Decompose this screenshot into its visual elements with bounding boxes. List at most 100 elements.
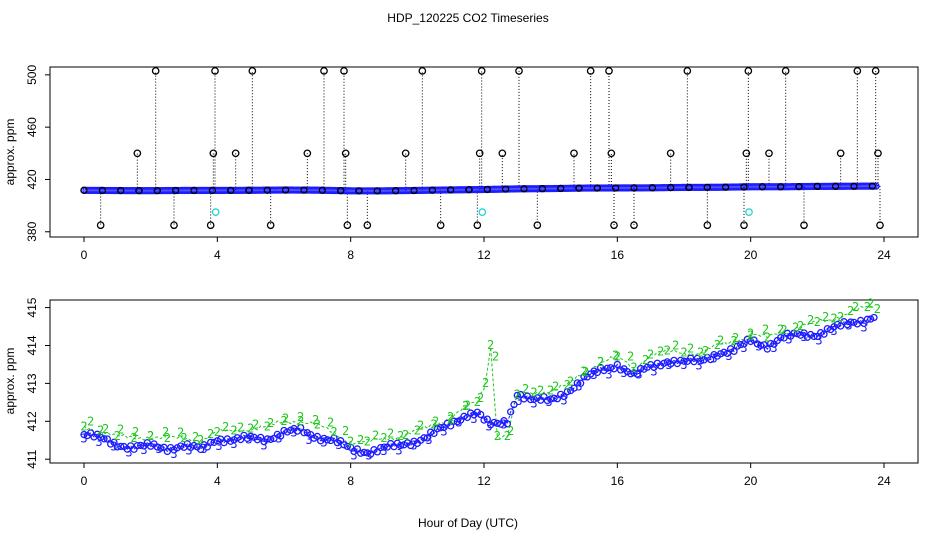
black-point: [447, 186, 455, 194]
green-marker-2: 2: [522, 382, 529, 396]
black-spike-point: [742, 149, 751, 158]
green-data-point: 2: [247, 421, 254, 435]
green-marker-2: 2: [702, 344, 709, 358]
green-data-point: 2: [764, 330, 771, 344]
blue-point: [157, 444, 165, 452]
blue-point: [820, 330, 828, 338]
green-data-point: 2: [314, 418, 321, 432]
blue-point: [577, 379, 585, 387]
blue-point: [730, 347, 738, 356]
panel-bottom-axes: 0 4 8 12 16 20 24 411 412 413 414 415: [25, 297, 891, 488]
x-tick-label: 4: [214, 248, 221, 262]
green-data-point: 2: [564, 378, 571, 392]
green-marker-2: 2: [612, 349, 619, 363]
blue-point: [757, 341, 765, 350]
green-data-point: 2: [297, 414, 304, 428]
x-tick-label: 20: [744, 474, 758, 488]
blue-marker-3: 3: [380, 444, 387, 458]
black-point: [355, 187, 363, 195]
blue-point: [790, 329, 798, 337]
green-marker-2: 2: [582, 365, 589, 379]
blue-point: [113, 443, 121, 451]
green-marker-2: 2: [792, 321, 799, 335]
black-spike-point: [740, 221, 748, 230]
green-marker-2: 2: [657, 344, 664, 358]
blue-point: [633, 370, 641, 378]
blue-point: [817, 329, 825, 337]
blue-point: [617, 366, 625, 374]
blue-marker-3: 3: [395, 443, 402, 457]
blue-marker-3: 3: [800, 330, 807, 344]
blue-point: [513, 391, 521, 400]
blue-marker-3: 3: [80, 432, 87, 446]
black-point: [428, 186, 436, 194]
black-point: [117, 186, 125, 195]
black-point: [337, 186, 345, 195]
blue-point: [823, 324, 831, 333]
green-marker-2: 2: [492, 349, 499, 363]
blue-point: [80, 430, 88, 439]
green-marker-2: 2: [807, 313, 814, 327]
blue-point: [227, 437, 235, 445]
blue-point: [153, 443, 161, 451]
blue-point: [137, 441, 145, 450]
blue-marker-3: 3: [725, 349, 732, 363]
blue-point: [777, 333, 785, 342]
green-marker-2: 2: [762, 323, 769, 337]
blue-marker-3: 3: [110, 439, 117, 453]
green-marker-2: 2: [297, 410, 304, 424]
green-data-point: 2: [864, 300, 871, 314]
black-spike-point: [607, 149, 616, 158]
black-point: [777, 183, 785, 191]
blue-marker-3: 3: [860, 320, 867, 334]
y-tick-label: 420: [25, 169, 39, 189]
green-trace: [83, 305, 875, 445]
blue-point: [300, 429, 308, 437]
blue-point: [547, 395, 555, 403]
blue-marker-3: 3: [545, 395, 552, 409]
green-data-point: 2: [614, 349, 621, 363]
black-point: [832, 182, 840, 190]
blue-point: [660, 359, 668, 367]
blue-point: [780, 334, 788, 342]
black-point: [502, 185, 510, 193]
blue-point: [447, 422, 455, 430]
black-spike-point: [744, 67, 753, 75]
green-marker-2: 2: [87, 414, 94, 428]
black-spike-point: [475, 149, 484, 158]
black-point: [227, 186, 235, 195]
green-data-point: 2: [447, 410, 454, 424]
blue-marker-3: 3: [215, 439, 222, 453]
blue-point: [573, 379, 581, 387]
blue-point: [607, 364, 615, 372]
blue-point: [710, 351, 718, 359]
green-marker-2: 2: [432, 414, 439, 428]
green-marker-2: 2: [342, 424, 349, 438]
black-spike-point: [605, 67, 613, 75]
x-tick-label: 4: [214, 474, 221, 488]
green-data-point: 2: [380, 431, 387, 445]
green-data-point: 2: [264, 419, 271, 433]
blue-marker-3: 3: [320, 435, 327, 449]
blue-point: [637, 364, 645, 373]
blue-point: [357, 449, 365, 457]
black-spike-point: [586, 67, 595, 75]
y-tick-label: 414: [25, 335, 39, 355]
blue-point: [263, 435, 271, 443]
black-point: [318, 186, 326, 194]
green-marker-2: 2: [852, 300, 859, 314]
blue-marker-3: 3: [410, 438, 417, 452]
blue-marker-3: 3: [140, 443, 147, 457]
blue-point: [277, 432, 285, 440]
blue-marker-3: 3: [740, 341, 747, 355]
black-spike-point: [211, 67, 219, 75]
black-point: [373, 187, 381, 195]
black-spike-point: [666, 149, 675, 158]
green-marker-2: 2: [837, 310, 844, 324]
blue-point: [460, 412, 468, 420]
green-marker-2: 2: [462, 399, 469, 413]
y-tick-label: 415: [25, 297, 39, 317]
green-data-point: 2: [664, 344, 671, 358]
black-spike-point: [303, 149, 312, 158]
